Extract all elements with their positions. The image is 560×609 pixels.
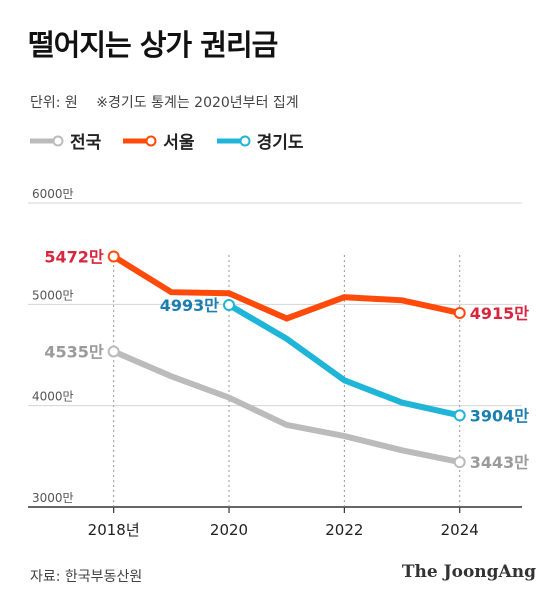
x-tick-label-2020: 2020 xyxy=(210,521,248,539)
data-point-서울-2024 xyxy=(453,306,466,319)
legend-swatch-경기도 xyxy=(216,135,251,146)
y-tick-label-6000: 6000만 xyxy=(32,187,74,201)
chart-legend: 전국 서울 경기도 xyxy=(30,128,303,153)
data-label-경기도-2020: 4993만 xyxy=(160,296,220,315)
legend-marker-경기도 xyxy=(239,135,251,146)
data-point-전국-2024 xyxy=(453,456,466,469)
data-label-서울-2024: 4915만 xyxy=(470,304,530,323)
x-tick-label-2018: 2018년 xyxy=(88,521,140,539)
source-note: 자료: 한국부동산원 xyxy=(30,569,143,585)
data-point-경기도-2024 xyxy=(453,409,466,422)
chart-title: 떨어지는 상가 권리금 xyxy=(28,28,278,62)
brand-logo: The JoongAng xyxy=(401,562,536,582)
legend-item-전국: 전국 xyxy=(30,128,101,153)
legend-item-서울: 서울 xyxy=(123,128,195,153)
legend-swatch-전국 xyxy=(30,135,64,146)
data-point-전국-2018 xyxy=(107,345,120,358)
legend-marker-서울 xyxy=(145,135,157,146)
legend-label-전국: 전국 xyxy=(70,133,102,153)
y-tick-label-5000: 5000만 xyxy=(32,288,74,302)
data-note: ※경기도 통계는 2020년부터 집계 xyxy=(96,95,299,111)
legend-marker-전국 xyxy=(52,135,64,146)
data-label-전국-2018: 4535만 xyxy=(44,342,104,361)
legend-label-서울: 서울 xyxy=(163,133,195,153)
data-label-경기도-2024: 3904만 xyxy=(470,406,530,425)
unit-note: 단위: 원 xyxy=(30,95,78,111)
y-tick-label-4000: 4000만 xyxy=(32,390,74,404)
series-line-경기도 xyxy=(227,302,461,419)
series-line-전국 xyxy=(112,348,461,466)
legend-item-경기도: 경기도 xyxy=(216,128,304,153)
series-line-서울 xyxy=(112,253,461,322)
x-tick-label-2024: 2024 xyxy=(441,521,479,539)
x-tick-label-2022: 2022 xyxy=(325,521,363,539)
data-point-서울-2018 xyxy=(107,250,120,263)
data-label-전국-2024: 3443만 xyxy=(470,453,530,472)
data-point-경기도-2020 xyxy=(223,299,236,312)
chart-subtitle: 단위: 원 ※경기도 통계는 2020년부터 집계 xyxy=(30,92,299,112)
data-label-서울-2018: 5472만 xyxy=(44,248,104,267)
y-tick-label-3000: 3000만 xyxy=(32,491,74,505)
legend-label-경기도: 경기도 xyxy=(256,133,304,153)
legend-swatch-서울 xyxy=(123,135,157,146)
